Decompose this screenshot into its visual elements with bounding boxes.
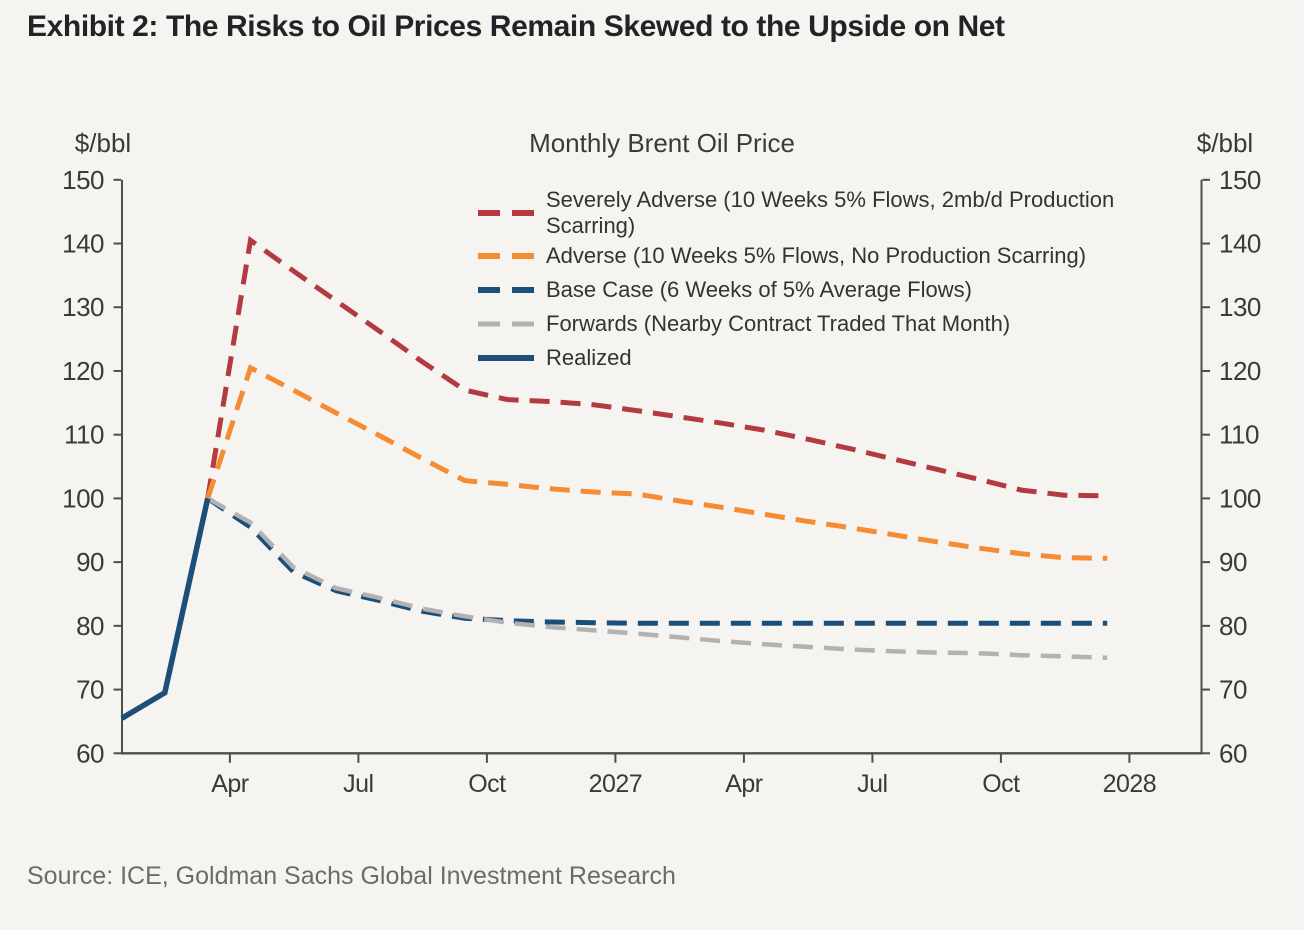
y-tick-label-right: 60 (1219, 738, 1247, 768)
y-axis-unit-left: $/bbl (74, 128, 132, 158)
legend-swatch-base_case (478, 287, 534, 293)
y-tick-label-left: 150 (62, 165, 104, 195)
legend-swatch-adverse (478, 253, 534, 259)
y-tick-label-right: 80 (1219, 611, 1247, 641)
legend-item-base_case: Base Case (6 Weeks of 5% Average Flows) (478, 273, 1178, 307)
y-tick-label-left: 120 (62, 356, 104, 386)
x-tick-label: 2027 (589, 770, 643, 798)
y-tick-label-left: 110 (64, 420, 104, 450)
series-line-base_case (206, 496, 1108, 626)
legend-swatch-realized (478, 355, 534, 361)
x-tick-label: 2028 (1103, 770, 1157, 798)
y-tick-label-right: 90 (1219, 547, 1247, 577)
y-tick-label-left: 80 (76, 611, 104, 641)
legend-item-severely_adverse: Severely Adverse (10 Weeks 5% Flows, 2mb… (478, 187, 1178, 239)
x-tick-label: Apr (211, 770, 249, 798)
legend-label: Base Case (6 Weeks of 5% Average Flows) (546, 277, 972, 302)
x-tick-label: Jul (857, 770, 887, 798)
chart-title: Monthly Brent Oil Price (529, 128, 795, 158)
source-note: Source: ICE, Goldman Sachs Global Invest… (27, 862, 676, 890)
y-tick-label-right: 110 (1219, 420, 1259, 450)
legend-label: Severely Adverse (10 Weeks 5% Flows, 2mb… (546, 187, 1115, 238)
y-axis-unit-right: $/bbl (1196, 128, 1254, 158)
legend-item-forwards: Forwards (Nearby Contract Traded That Mo… (478, 307, 1178, 341)
y-tick-label-left: 70 (76, 675, 104, 705)
legend-label: Adverse (10 Weeks 5% Flows, No Productio… (546, 243, 1087, 268)
legend-swatch-severely_adverse (478, 210, 534, 216)
y-tick-label-right: 130 (1219, 292, 1261, 322)
y-tick-label-left: 140 (62, 229, 104, 259)
y-tick-label-left: 100 (62, 483, 104, 513)
y-tick-label-right: 150 (1219, 165, 1261, 195)
legend-item-adverse: Adverse (10 Weeks 5% Flows, No Productio… (478, 239, 1178, 273)
y-tick-label-left: 90 (76, 547, 104, 577)
x-tick-label: Jul (343, 770, 373, 798)
x-tick-label: Oct (982, 770, 1020, 798)
legend-item-realized: Realized (478, 341, 1178, 375)
legend-label: Forwards (Nearby Contract Traded That Mo… (546, 311, 1011, 336)
series-line-severely_adverse (205, 235, 1108, 499)
y-tick-label-right: 140 (1219, 229, 1261, 259)
y-tick-label-right: 100 (1219, 483, 1261, 513)
series-line-realized (120, 497, 211, 721)
legend: Severely Adverse (10 Weeks 5% Flows, 2mb… (478, 187, 1178, 375)
x-tick-label: Oct (468, 770, 506, 798)
legend-swatch-forwards (478, 321, 534, 327)
y-tick-label-right: 120 (1219, 356, 1261, 386)
y-tick-label-left: 60 (76, 738, 104, 768)
series-line-adverse (205, 364, 1108, 561)
y-tick-label-left: 130 (62, 292, 104, 322)
legend-label: Realized (546, 345, 632, 370)
exhibit-title: Exhibit 2: The Risks to Oil Prices Remai… (27, 10, 1005, 43)
y-tick-label-right: 70 (1219, 675, 1247, 705)
series-line-forwards (206, 496, 1108, 660)
x-tick-label: Apr (725, 770, 763, 798)
